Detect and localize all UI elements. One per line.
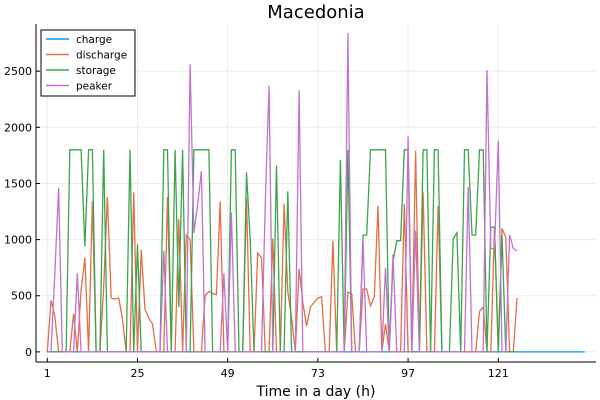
series-line-peaker [47,32,518,353]
series-line-discharge [46,150,518,353]
y-tick-label: 2500 [4,65,32,78]
series-lines [46,32,585,353]
y-tick-label: 2000 [4,121,32,134]
axes [35,24,596,363]
y-tick-label: 1500 [4,177,32,190]
legend: charge discharge storage peaker [40,29,136,97]
x-tick-label: 1 [44,367,51,380]
x-tick-label: 97 [401,367,415,380]
y-tick-label: 0 [25,346,32,359]
x-tick-label: 73 [311,367,325,380]
series-line-storage [47,149,518,353]
legend-label-discharge: discharge [76,50,127,62]
y-tick-label: 1000 [4,234,32,247]
x-tick-label: 25 [130,367,144,380]
legend-label-peaker: peaker [76,81,113,93]
chart-title: Macedonia [267,2,364,23]
x-tick-label: 121 [488,367,509,380]
x-tick-label: 49 [221,367,235,380]
x-axis-label: Time in a day (h) [256,384,376,400]
legend-label-storage: storage [76,65,116,77]
legend-label-charge: charge [76,34,112,46]
y-tick-label: 500 [11,290,32,303]
tick-labels: 1 25 49 73 97 121 0 500 1000 1500 2000 2500 [4,65,509,380]
